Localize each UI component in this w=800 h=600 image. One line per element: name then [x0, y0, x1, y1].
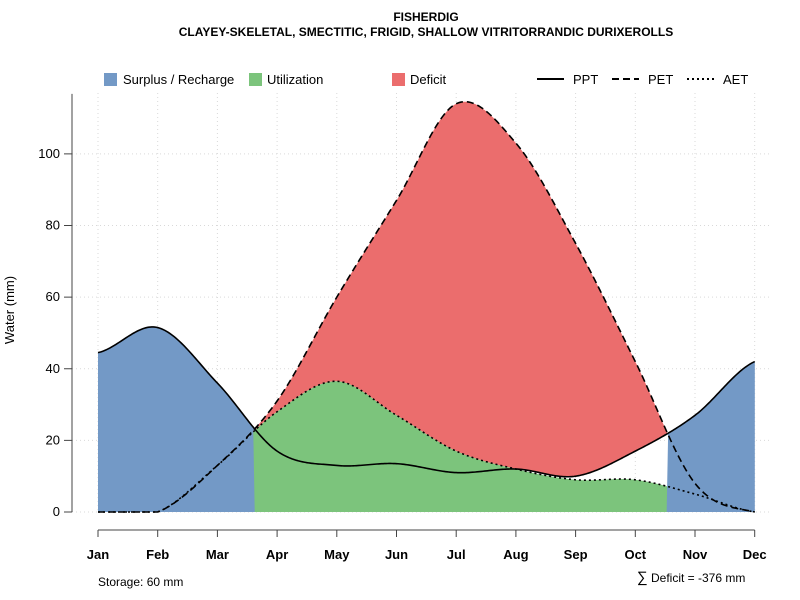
legend: Surplus / Recharge Utilization Deficit PPT P… [104, 72, 748, 87]
legend-label-2: Deficit [410, 72, 447, 87]
series-lines [97, 100, 756, 513]
legend-swatch-0 [104, 73, 117, 86]
surplus-base-area [98, 430, 755, 512]
legend-label-0: Surplus / Recharge [123, 72, 234, 87]
storage-annotation: Storage: 60 mm [98, 575, 183, 589]
winter-surplus-area [98, 326, 755, 512]
deficit-area [98, 101, 755, 512]
x-tick-label-sep: Sep [564, 547, 588, 562]
x-tick-label-oct: Oct [624, 547, 646, 562]
legend-swatch-1 [249, 73, 262, 86]
series-line-aet [98, 380, 755, 513]
y-tick-label: 20 [46, 432, 60, 447]
chart-subtitle: CLAYEY-SKELETAL, SMECTITIC, FRIGID, SHAL… [179, 25, 673, 39]
x-tick-label-dec: Dec [743, 547, 767, 562]
x-tick-label-feb: Feb [146, 547, 169, 562]
y-axis-label: Water (mm) [2, 276, 17, 344]
x-tick-label-aug: Aug [503, 547, 528, 562]
x-tick-label-may: May [324, 547, 350, 562]
legend-label-5: AET [723, 72, 748, 87]
deficit-sum-symbol: ∑ [637, 569, 648, 586]
y-tick-label: 0 [53, 504, 60, 519]
series-line-ppt [97, 326, 756, 478]
deficit-annotation: Deficit = -376 mm [651, 571, 745, 585]
utilization-area [98, 381, 755, 512]
legend-label-1: Utilization [267, 72, 323, 87]
x-tick-label-jan: Jan [87, 547, 109, 562]
x-tick-label-jun: Jun [385, 547, 408, 562]
x-tick-label-mar: Mar [206, 547, 229, 562]
utilization-base-area [98, 430, 755, 512]
legend-label-3: PPT [573, 72, 598, 87]
y-tick-label: 80 [46, 218, 60, 233]
y-tick-label: 100 [38, 146, 60, 161]
x-tick-label-jul: Jul [447, 547, 466, 562]
axes: 0 20 40 60 80 100 Jan Feb Mar Apr May Jun Jul Aug Sep O… [38, 93, 767, 562]
x-tick-label-nov: Nov [683, 547, 708, 562]
chart-title: FISHERDIG [393, 10, 458, 24]
legend-label-4: PET [648, 72, 673, 87]
series-line-pet [98, 100, 755, 513]
y-tick-label: 40 [46, 361, 60, 376]
legend-swatch-2 [392, 73, 405, 86]
y-tick-label: 60 [46, 289, 60, 304]
water-balance-areas [98, 101, 755, 512]
x-tick-label-apr: Apr [266, 547, 288, 562]
